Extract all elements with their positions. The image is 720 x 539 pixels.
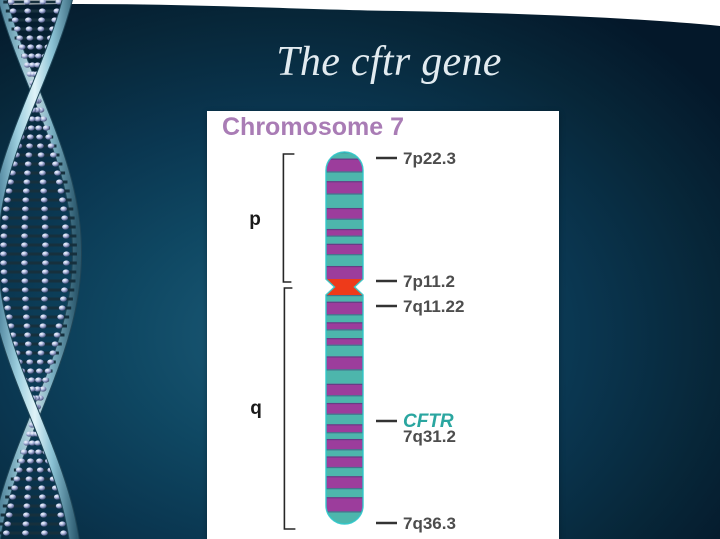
svg-text:7q36.3: 7q36.3 bbox=[403, 514, 456, 533]
svg-text:7q11.22: 7q11.22 bbox=[403, 297, 464, 316]
svg-text:q: q bbox=[250, 398, 262, 419]
svg-text:7p22.3: 7p22.3 bbox=[403, 149, 456, 168]
svg-text:p: p bbox=[249, 209, 261, 230]
svg-text:7p11.2: 7p11.2 bbox=[403, 272, 455, 291]
svg-text:7q31.2: 7q31.2 bbox=[403, 427, 456, 446]
